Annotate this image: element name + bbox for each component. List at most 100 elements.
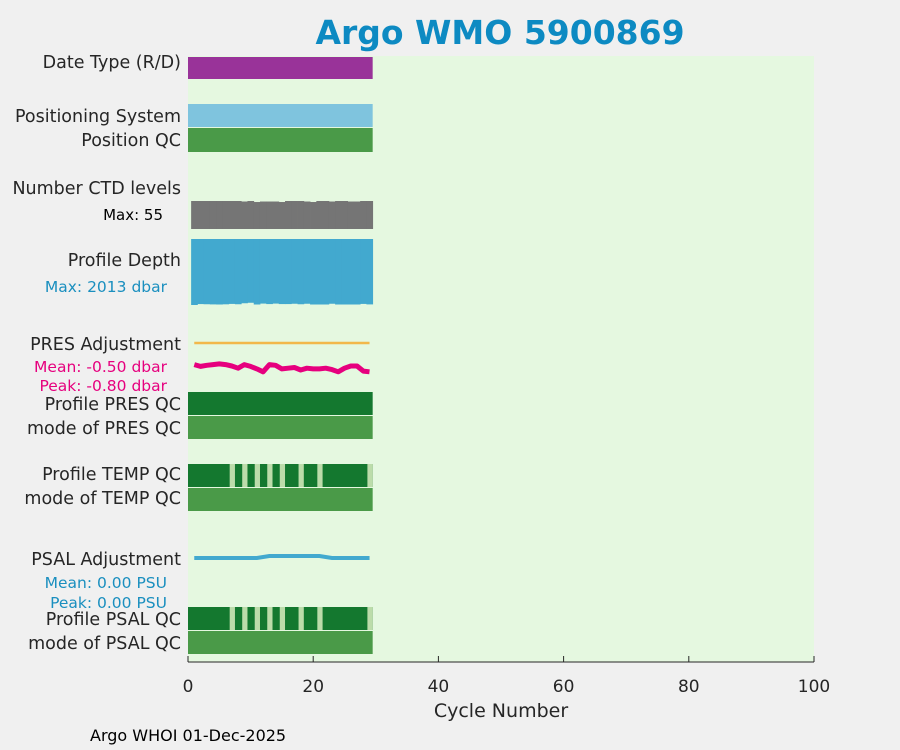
profile-pres-qc-bar bbox=[188, 392, 373, 415]
ctd-levels-cycle-24 bbox=[335, 201, 342, 229]
row-labels: Date Type (R/D) Positioning System Positio… bbox=[12, 53, 181, 654]
profile-depth-cycle-1 bbox=[191, 239, 198, 305]
ctd-levels-cycle-11 bbox=[253, 202, 261, 229]
profile-temp-qc-bar-cycle-21 bbox=[317, 464, 323, 487]
ctd-levels-cycle-2 bbox=[197, 201, 205, 229]
row-label-7: mode of PRES QC bbox=[27, 419, 181, 439]
profile-temp-qc-bar-cycle-18 bbox=[298, 464, 304, 487]
profile-psal-qc-bar-cycle-18 bbox=[298, 607, 304, 630]
x-tick-label-0: 0 bbox=[183, 677, 194, 697]
ctd-levels-cycle-9 bbox=[241, 201, 248, 229]
profile-depth-cycle-27 bbox=[353, 239, 361, 305]
psal-adjustment-series bbox=[194, 554, 370, 560]
profile-depth-cycle-18 bbox=[297, 239, 305, 305]
ctd-levels-cycle-29 bbox=[366, 201, 374, 229]
profile-depth-cycle-5 bbox=[216, 239, 223, 305]
row-label-3: Number CTD levels bbox=[12, 179, 181, 199]
row-label-10: PSAL Adjustment bbox=[31, 550, 181, 570]
profile-depth-cycle-24 bbox=[335, 239, 342, 305]
row-label-9: mode of TEMP QC bbox=[24, 489, 181, 509]
profile-psal-qc-bar-cycle-21 bbox=[317, 607, 323, 630]
plot-area bbox=[188, 56, 814, 662]
pres-adjustment-series bbox=[193, 361, 370, 375]
annotation-3-annotation: Max: 55 bbox=[103, 206, 163, 224]
profile-depth-cycle-3 bbox=[203, 239, 211, 305]
ctd-levels-cycle-7 bbox=[228, 201, 236, 229]
ctd-levels-cycle-18 bbox=[297, 201, 305, 229]
profile-depth-cycle-26 bbox=[347, 239, 355, 305]
marks bbox=[188, 57, 374, 654]
profile-psal-qc-bar-cycle-11 bbox=[254, 607, 260, 630]
row-label-2: Position QC bbox=[81, 131, 181, 151]
ctd-levels-cycle-1 bbox=[191, 201, 198, 229]
x-tick-label-100: 100 bbox=[798, 677, 830, 697]
ctd-levels-cycle-4 bbox=[209, 201, 217, 229]
x-axis: 0 20 40 60 80 100 bbox=[183, 656, 830, 697]
row-label-5: PRES Adjustment bbox=[30, 335, 181, 355]
mode-pres-qc-bar bbox=[188, 416, 373, 439]
profile-psal-qc-bar-cycle-7 bbox=[229, 607, 235, 630]
profile-depth-cycle-23 bbox=[328, 239, 336, 304]
ctd-levels-cycle-5 bbox=[216, 201, 223, 229]
profile-psal-qc-bar-cycle-29 bbox=[367, 607, 373, 630]
profile-depth-cycle-9 bbox=[241, 239, 248, 304]
ctd-levels-cycle-21 bbox=[316, 201, 323, 229]
footer-text: Argo WHOI 01-Dec-2025 bbox=[90, 726, 286, 745]
date-type-bar bbox=[188, 57, 373, 79]
x-tick-label-20: 20 bbox=[302, 677, 324, 697]
ctd-levels-cycle-14 bbox=[272, 201, 280, 229]
profile-depth-cycle-20 bbox=[310, 239, 317, 305]
profile-depth-cycle-6 bbox=[222, 239, 230, 305]
ctd-levels-cycle-22 bbox=[322, 201, 330, 229]
row-label-4: Profile Depth bbox=[68, 251, 181, 271]
row-label-0: Date Type (R/D) bbox=[43, 53, 181, 73]
annotation-5-annotation2: Peak: -0.80 dbar bbox=[39, 377, 167, 395]
profile-temp-qc-bar-cycle-29 bbox=[367, 464, 373, 487]
row-label-1: Positioning System bbox=[15, 107, 181, 127]
ctd-levels-cycle-25 bbox=[341, 201, 349, 229]
x-axis-label: Cycle Number bbox=[434, 700, 568, 722]
ctd-levels-cycle-20 bbox=[310, 202, 317, 229]
profile-temp-qc-bar-cycle-13 bbox=[267, 464, 273, 487]
ctd-levels-cycle-15 bbox=[278, 202, 286, 229]
profile-depth-cycle-29 bbox=[366, 239, 374, 305]
ctd-levels-cycle-10 bbox=[247, 201, 255, 229]
profile-depth-cycle-21 bbox=[316, 239, 323, 305]
ctd-levels-cycle-26 bbox=[347, 201, 355, 229]
ctd-levels-cycle-13 bbox=[266, 201, 273, 229]
ctd-levels-cycle-12 bbox=[259, 201, 267, 229]
ctd-levels-cycle-16 bbox=[285, 201, 292, 229]
profile-depth-cycle-28 bbox=[360, 239, 367, 304]
annotation-5-annotation: Mean: -0.50 dbar bbox=[34, 358, 168, 376]
ctd-levels-cycle-17 bbox=[291, 201, 298, 229]
mode-psal-qc-bar bbox=[188, 631, 373, 654]
row-label-8: Profile TEMP QC bbox=[42, 465, 181, 485]
x-tick-label-60: 60 bbox=[553, 677, 575, 697]
profile-depth-cycle-10 bbox=[247, 239, 255, 303]
chart-title: Argo WMO 5900869 bbox=[315, 13, 684, 52]
profile-depth-cycle-13 bbox=[266, 239, 273, 305]
profile-depth-cycle-14 bbox=[272, 239, 280, 304]
ctd-levels-cycle-3 bbox=[203, 201, 211, 229]
profile-depth-cycle-22 bbox=[322, 239, 330, 305]
annotation-4-annotation: Max: 2013 dbar bbox=[45, 278, 168, 296]
profile-depth-cycle-25 bbox=[341, 239, 349, 305]
profile-depth-cycle-12 bbox=[259, 239, 267, 304]
profile-temp-qc-bar-cycle-7 bbox=[229, 464, 235, 487]
mode-temp-qc-bar bbox=[188, 488, 373, 511]
profile-depth-cycle-15 bbox=[278, 239, 286, 305]
x-tick-label-40: 40 bbox=[428, 677, 450, 697]
profile-depth-cycle-7 bbox=[228, 239, 236, 304]
profile-psal-qc-bar-cycle-15 bbox=[279, 607, 286, 630]
ctd-levels-cycle-27 bbox=[353, 201, 361, 229]
annotation-10-annotation: Mean: 0.00 PSU bbox=[45, 574, 167, 592]
ctd-levels-cycle-6 bbox=[222, 201, 230, 229]
positioning-system-bar bbox=[188, 104, 373, 127]
profile-temp-qc-bar-cycle-15 bbox=[279, 464, 286, 487]
profile-depth-cycle-4 bbox=[209, 239, 217, 305]
ctd-levels-cycle-28 bbox=[360, 201, 367, 229]
row-label-11: Profile PSAL QC bbox=[46, 610, 181, 630]
profile-depth-cycle-8 bbox=[234, 239, 242, 305]
row-label-6: Profile PRES QC bbox=[45, 395, 181, 415]
